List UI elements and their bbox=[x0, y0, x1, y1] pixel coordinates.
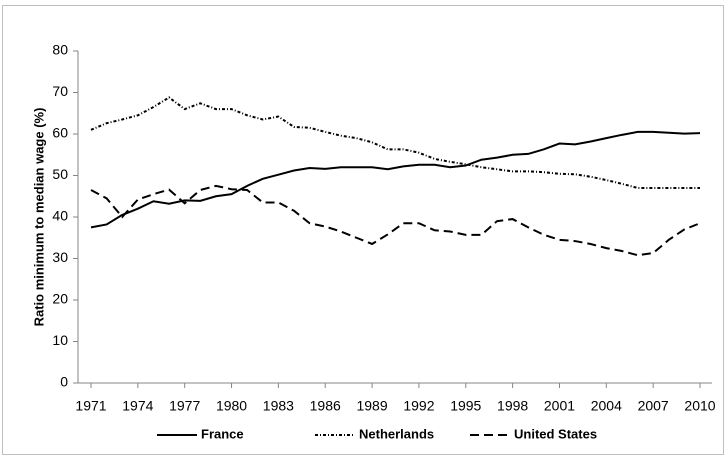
y-tick-label: 60 bbox=[52, 125, 68, 141]
chart-frame bbox=[2, 5, 724, 455]
y-tick-label: 30 bbox=[52, 249, 68, 265]
y-tick-label: 0 bbox=[60, 374, 68, 390]
y-axis-title: Ratio minimum to median wage (%) bbox=[31, 108, 46, 327]
legend-label: France bbox=[201, 426, 244, 441]
y-tick-label: 50 bbox=[52, 166, 68, 182]
series-line bbox=[90, 96, 700, 189]
legend: France Netherlands United States bbox=[157, 426, 597, 441]
x-tick-label: 2004 bbox=[591, 398, 622, 414]
x-tick-label: 1983 bbox=[263, 398, 294, 414]
legend-label: Netherlands bbox=[359, 426, 434, 441]
x-tick-label: 2001 bbox=[544, 398, 575, 414]
x-tick-label: 1998 bbox=[497, 398, 528, 414]
legend-label: United States bbox=[514, 426, 597, 441]
x-tick-label: 1986 bbox=[310, 398, 341, 414]
x-tick-label: 1974 bbox=[122, 398, 153, 414]
plot-area: 0 10 20 30 40 50 60 70 80 1971 1974 1977 1980 1983 198… bbox=[52, 42, 715, 414]
y-tick-label: 20 bbox=[52, 291, 68, 307]
y-tick-label: 80 bbox=[52, 42, 68, 58]
x-tick-label: 1971 bbox=[75, 398, 106, 414]
x-tick-label: 2010 bbox=[684, 398, 715, 414]
x-tick-label: 1995 bbox=[450, 398, 481, 414]
y-tick-label: 70 bbox=[52, 83, 68, 99]
series-line bbox=[90, 184, 701, 257]
x-tick-label: 1980 bbox=[216, 398, 247, 414]
x-tick-label: 1992 bbox=[403, 398, 434, 414]
x-tick-label: 2007 bbox=[638, 398, 669, 414]
y-tick-label: 40 bbox=[52, 208, 68, 224]
x-tick-label: 1989 bbox=[356, 398, 387, 414]
x-tick-label: 1977 bbox=[169, 398, 200, 414]
y-tick-label: 10 bbox=[52, 332, 68, 348]
series-line bbox=[90, 130, 701, 229]
